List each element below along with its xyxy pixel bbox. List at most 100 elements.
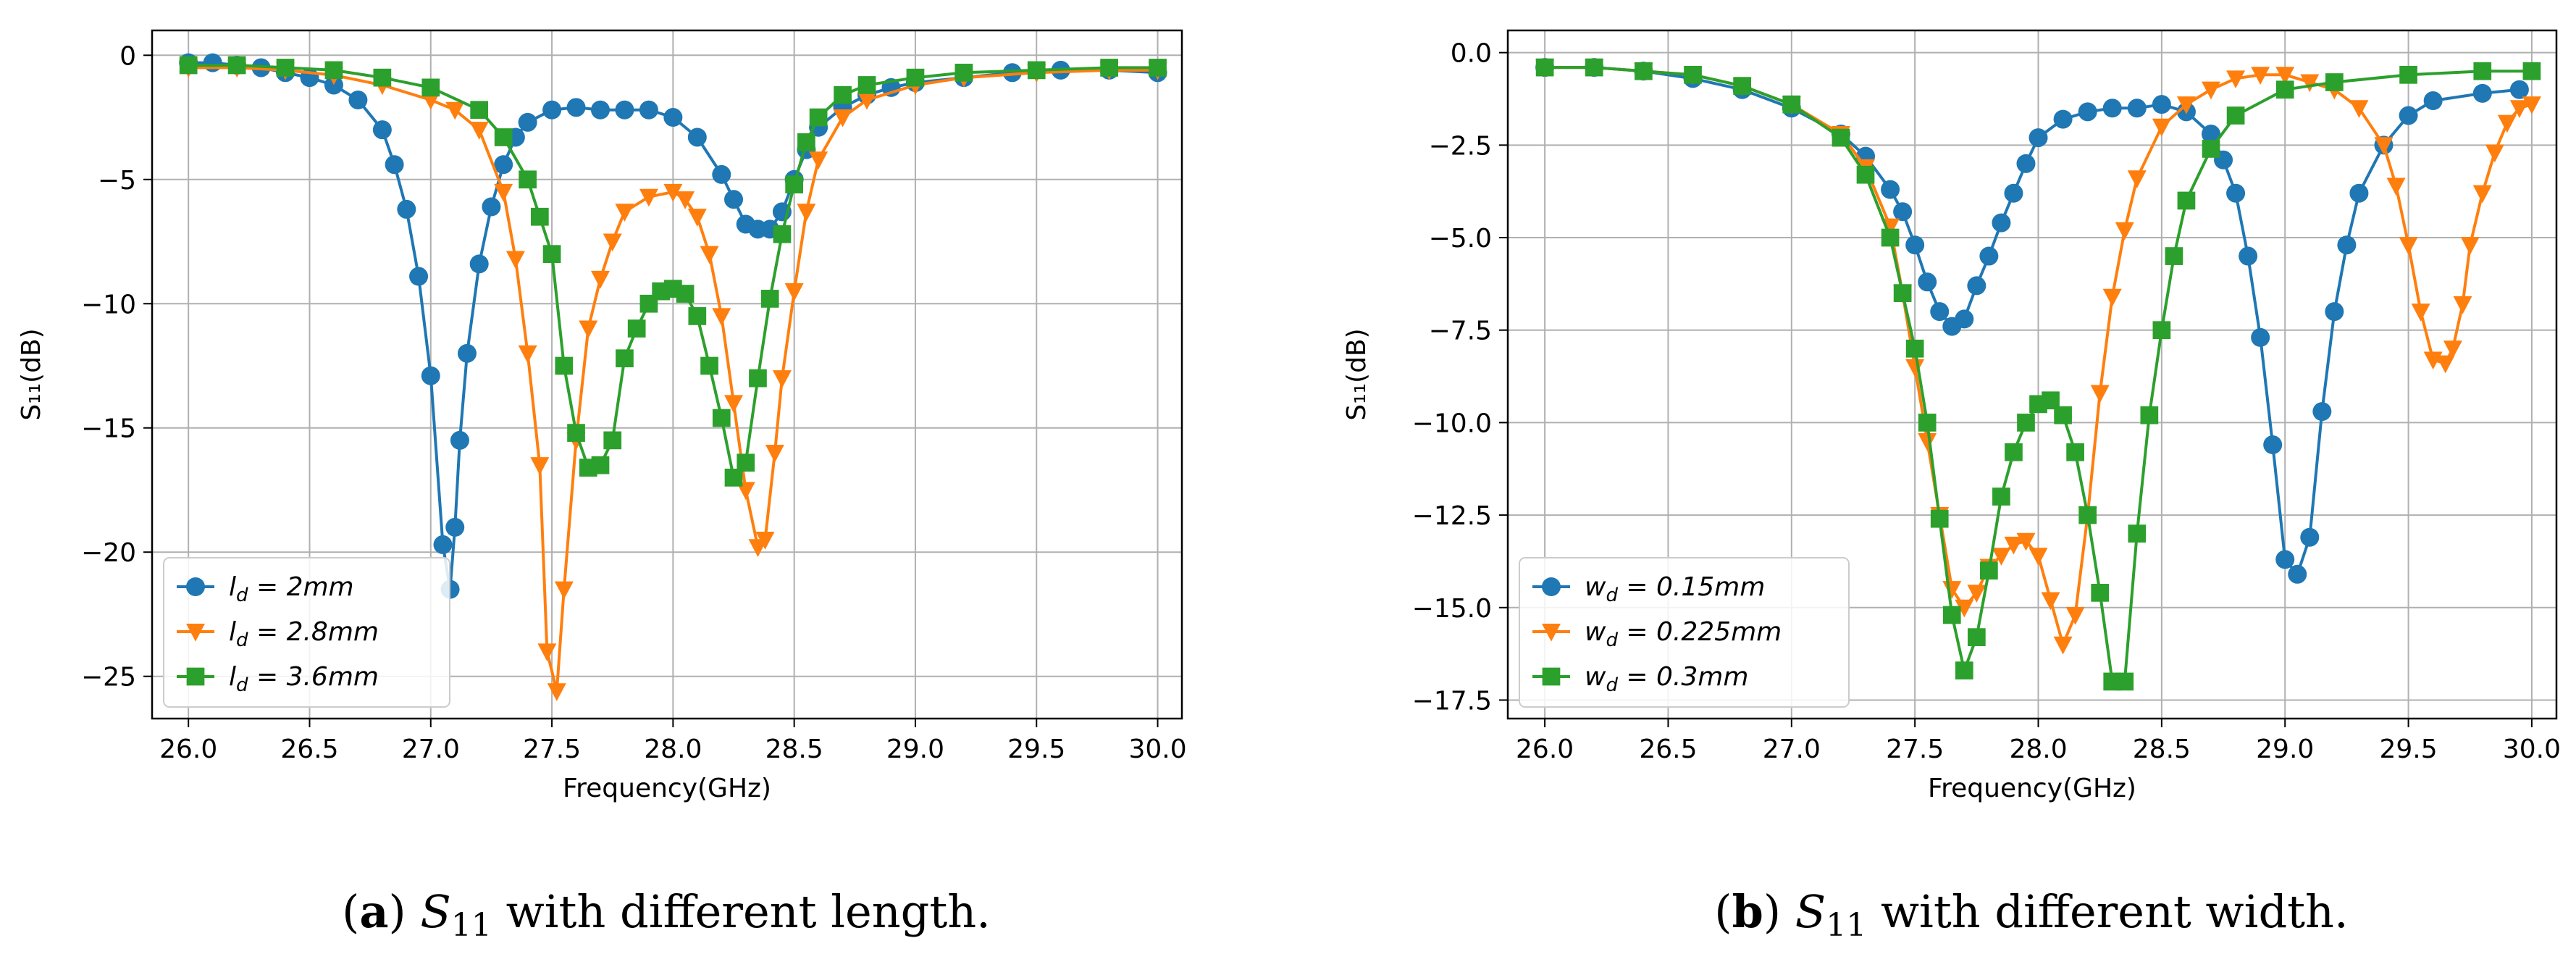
y-tick-label: −5 <box>98 166 136 196</box>
data-point <box>469 254 489 274</box>
data-point <box>373 68 392 87</box>
data-point <box>2349 100 2369 118</box>
caption-a: (a) S11 with different length. <box>342 885 991 944</box>
data-point <box>1992 548 2011 566</box>
data-point <box>494 128 513 146</box>
data-point <box>906 68 925 87</box>
data-point <box>834 85 852 104</box>
chart-b: 26.0 26.5 27.0 27.5 28.0 28.5 29.0 29.5 30.0 0.0 −… <box>1342 29 2561 944</box>
data-point <box>1100 59 1118 77</box>
data-point <box>2226 70 2246 89</box>
data-point <box>1782 95 1801 114</box>
data-point <box>518 112 537 132</box>
data-point <box>409 267 429 286</box>
data-point <box>615 100 634 120</box>
y-tick-label: −7.5 <box>1429 317 1492 346</box>
data-point <box>2275 67 2295 85</box>
data-point <box>2016 154 2036 173</box>
data-point <box>2325 73 2344 91</box>
data-point <box>1905 235 1925 255</box>
data-point <box>760 290 779 308</box>
x-tick-label: 29.5 <box>2379 735 2437 764</box>
data-point <box>2472 83 2492 103</box>
data-point <box>1893 284 1912 302</box>
data-point <box>518 345 537 364</box>
data-point <box>324 75 343 95</box>
x-axis-label: Frequency(GHz) <box>1928 774 2136 803</box>
data-point <box>1930 302 1950 322</box>
data-point <box>1967 276 1986 296</box>
data-point <box>1967 628 1986 646</box>
data-point <box>2102 288 2122 307</box>
data-point <box>2325 302 2344 322</box>
data-point <box>2472 185 2492 204</box>
data-point <box>1027 61 1046 80</box>
data-point <box>784 283 804 301</box>
data-point <box>773 225 792 243</box>
data-point <box>1955 599 1974 618</box>
legend-box <box>163 557 450 708</box>
data-point <box>1881 180 1900 199</box>
data-point <box>1635 62 1653 80</box>
x-tick-label: 26.5 <box>280 735 338 764</box>
data-point <box>1942 606 1961 624</box>
x-tick-label: 26.0 <box>1516 735 1574 764</box>
x-tick-label: 28.0 <box>2009 735 2067 764</box>
data-point <box>833 109 852 127</box>
data-point <box>2090 385 2110 403</box>
data-point <box>482 197 501 217</box>
data-point <box>663 108 683 127</box>
legend-label-1: wd = 0.15mm <box>1585 572 1765 606</box>
legend-box <box>1519 557 1850 708</box>
data-point <box>445 101 465 120</box>
y-tick-label: −2.5 <box>1429 131 1492 161</box>
data-point <box>627 319 646 338</box>
data-point <box>469 122 489 140</box>
y-tick-label: −25 <box>81 663 136 692</box>
legend-label-1: ld = 2mm <box>229 572 354 606</box>
data-point <box>494 183 513 202</box>
data-point <box>2226 106 2245 125</box>
data-point <box>603 431 622 450</box>
data-point <box>2460 237 2480 255</box>
data-point <box>2226 183 2246 203</box>
data-point <box>1992 213 2011 233</box>
x-tick-label: 28.0 <box>644 735 702 764</box>
legend-label-3: ld = 3.6mm <box>229 662 379 696</box>
data-point <box>1832 128 1850 147</box>
legend-label-2: ld = 2.8mm <box>229 617 379 651</box>
y-tick-label: −10 <box>81 290 136 319</box>
data-point <box>567 424 585 442</box>
data-point <box>712 409 731 427</box>
data-point <box>1955 661 1973 679</box>
data-point <box>700 246 719 264</box>
data-point <box>1979 246 1999 266</box>
data-point <box>2127 99 2147 118</box>
data-point <box>2436 355 2455 374</box>
data-point <box>2066 443 2084 461</box>
data-point <box>547 683 566 701</box>
data-point <box>2127 170 2147 188</box>
axis-ticks: 26.0 26.5 27.0 27.5 28.0 28.5 29.0 29.5 30.0 0 −5 −… <box>81 41 1187 764</box>
data-point <box>2411 304 2430 322</box>
data-point <box>676 285 695 303</box>
data-point <box>2239 246 2258 266</box>
data-point <box>797 204 816 222</box>
data-point <box>809 151 828 170</box>
data-point <box>1905 359 1925 377</box>
data-point <box>1918 414 1937 432</box>
data-point <box>2202 81 2221 100</box>
data-point <box>203 53 222 72</box>
data-point <box>530 207 549 226</box>
data-point <box>324 61 343 80</box>
data-point <box>2029 548 2048 566</box>
data-point <box>663 183 683 202</box>
x-tick-label: 28.5 <box>765 735 823 764</box>
x-tick-label: 29.5 <box>1007 735 1065 764</box>
data-point <box>2017 414 2035 432</box>
data-point <box>688 307 707 325</box>
data-point <box>1002 63 1022 83</box>
data-point <box>765 444 784 463</box>
x-tick-label: 26.5 <box>1639 735 1697 764</box>
